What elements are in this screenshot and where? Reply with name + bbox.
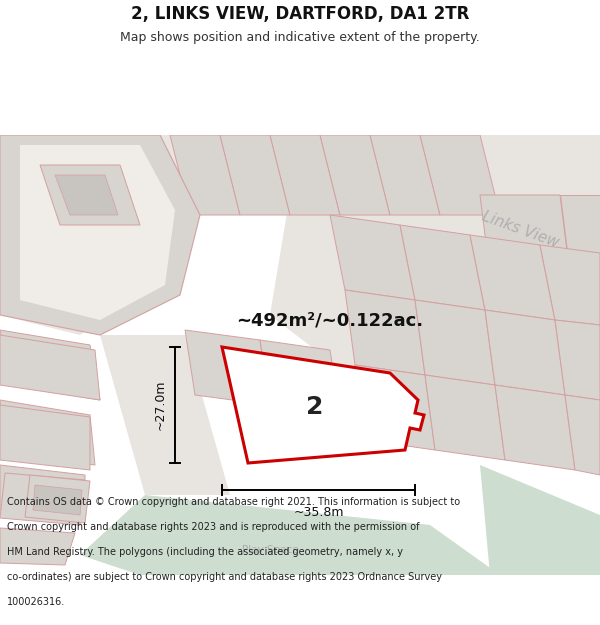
Text: Play Space: Play Space	[242, 545, 298, 555]
Polygon shape	[0, 135, 200, 335]
Polygon shape	[55, 175, 118, 215]
Text: 2: 2	[307, 395, 323, 419]
Polygon shape	[565, 395, 600, 475]
Polygon shape	[500, 355, 590, 435]
Polygon shape	[170, 135, 240, 215]
Polygon shape	[490, 275, 580, 355]
Text: co-ordinates) are subject to Crown copyright and database rights 2023 Ordnance S: co-ordinates) are subject to Crown copyr…	[7, 572, 442, 582]
Text: 2, LINKS VIEW, DARTFORD, DA1 2TR: 2, LINKS VIEW, DARTFORD, DA1 2TR	[131, 5, 469, 23]
Polygon shape	[0, 400, 95, 465]
Text: 100026316.: 100026316.	[7, 597, 65, 607]
Polygon shape	[0, 330, 100, 400]
Polygon shape	[495, 385, 575, 470]
Polygon shape	[100, 335, 230, 495]
Polygon shape	[0, 528, 75, 565]
Polygon shape	[560, 195, 600, 275]
Polygon shape	[260, 340, 340, 415]
Polygon shape	[480, 465, 600, 575]
Polygon shape	[540, 245, 600, 325]
Polygon shape	[33, 485, 82, 515]
Polygon shape	[345, 290, 425, 375]
Polygon shape	[400, 225, 485, 310]
Text: HM Land Registry. The polygons (including the associated geometry, namely x, y: HM Land Registry. The polygons (includin…	[7, 547, 403, 557]
Polygon shape	[0, 473, 85, 525]
Polygon shape	[480, 195, 570, 275]
Polygon shape	[80, 495, 500, 575]
Polygon shape	[222, 347, 424, 463]
Polygon shape	[0, 135, 200, 335]
Text: Contains OS data © Crown copyright and database right 2021. This information is : Contains OS data © Crown copyright and d…	[7, 497, 460, 507]
Polygon shape	[270, 135, 600, 415]
Polygon shape	[355, 365, 435, 450]
Polygon shape	[0, 405, 90, 470]
Text: Map shows position and indicative extent of the property.: Map shows position and indicative extent…	[120, 31, 480, 44]
Polygon shape	[485, 310, 565, 395]
Text: Links View: Links View	[479, 209, 560, 251]
Polygon shape	[220, 135, 290, 215]
Polygon shape	[40, 165, 140, 225]
Polygon shape	[470, 235, 555, 320]
Polygon shape	[20, 145, 175, 320]
Polygon shape	[330, 215, 415, 300]
Polygon shape	[25, 475, 90, 523]
Text: ~492m²/~0.122ac.: ~492m²/~0.122ac.	[236, 311, 424, 329]
Polygon shape	[425, 375, 505, 460]
Text: ~27.0m: ~27.0m	[154, 380, 167, 430]
Polygon shape	[420, 135, 500, 215]
Text: Crown copyright and database rights 2023 and is reproduced with the permission o: Crown copyright and database rights 2023…	[7, 522, 420, 532]
Polygon shape	[370, 135, 440, 215]
Polygon shape	[185, 330, 270, 405]
Polygon shape	[270, 135, 340, 215]
Polygon shape	[555, 320, 600, 400]
Polygon shape	[415, 300, 495, 385]
Polygon shape	[320, 135, 390, 215]
Polygon shape	[0, 465, 85, 515]
Text: ~35.8m: ~35.8m	[293, 506, 344, 519]
Polygon shape	[0, 335, 100, 400]
